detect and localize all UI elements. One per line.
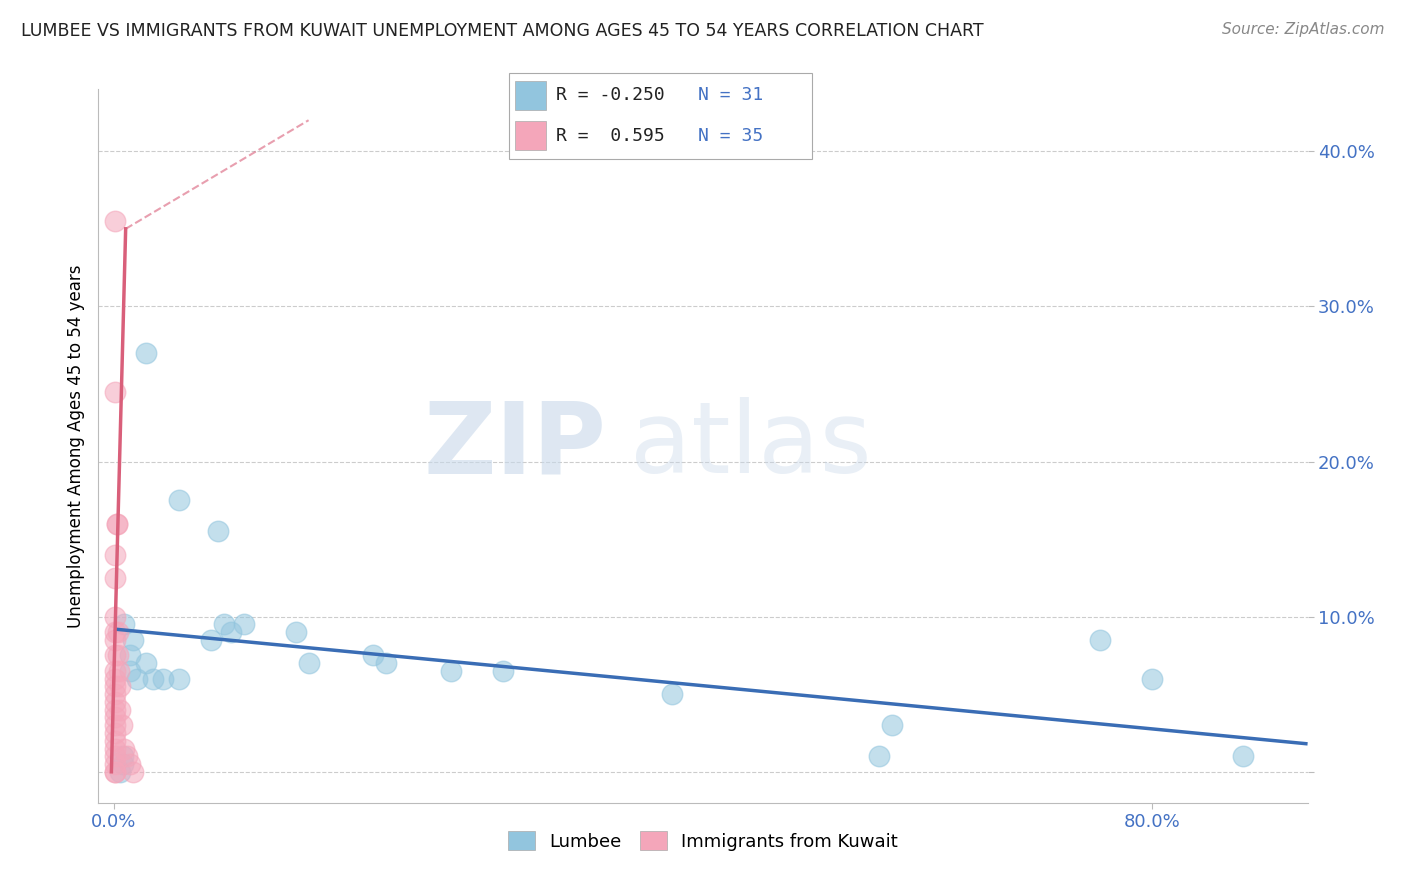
Point (1140, 672, 1163, 686)
Point (107, 625, 129, 640)
Text: atlas: atlas (630, 398, 872, 494)
Point (122, 764, 145, 779)
Point (112, 749, 135, 764)
Point (118, 757, 141, 772)
Point (118, 664, 141, 678)
Point (142, 672, 165, 686)
Point (104, 710, 127, 724)
Point (104, 672, 127, 686)
FancyBboxPatch shape (509, 73, 813, 159)
Point (104, 609, 127, 624)
Point (363, 648, 385, 663)
Point (107, 648, 129, 663)
Point (297, 656, 319, 670)
Point (111, 718, 134, 732)
Point (104, 648, 127, 663)
Text: LUMBEE VS IMMIGRANTS FROM KUWAIT UNEMPLOYMENT AMONG AGES 45 TO 54 YEARS CORRELAT: LUMBEE VS IMMIGRANTS FROM KUWAIT UNEMPLO… (21, 22, 984, 40)
Point (104, 764, 127, 779)
Point (135, 656, 157, 670)
Point (104, 687, 127, 701)
Point (104, 384, 127, 399)
Point (1088, 632, 1111, 647)
Point (214, 617, 236, 632)
Point (110, 680, 132, 694)
Point (219, 625, 242, 640)
Point (104, 749, 127, 764)
Y-axis label: Unemployment Among Ages 45 to 54 years: Unemployment Among Ages 45 to 54 years (66, 264, 84, 628)
Point (104, 695, 127, 709)
Point (112, 741, 135, 756)
Point (112, 617, 135, 632)
Text: R =  0.595: R = 0.595 (555, 127, 665, 145)
Point (104, 703, 127, 717)
FancyBboxPatch shape (516, 121, 547, 150)
Point (104, 680, 127, 694)
Point (105, 516, 128, 531)
FancyBboxPatch shape (516, 81, 547, 110)
Point (108, 664, 131, 678)
Point (104, 632, 127, 647)
Point (104, 764, 127, 779)
Point (440, 664, 463, 678)
Point (661, 687, 683, 701)
Point (104, 757, 127, 772)
Point (1232, 749, 1254, 764)
Point (284, 625, 307, 640)
Text: ZIP: ZIP (423, 398, 606, 494)
Point (104, 214, 127, 228)
Point (104, 733, 127, 747)
Point (167, 672, 190, 686)
Point (104, 726, 127, 740)
Point (104, 548, 127, 562)
Point (492, 664, 515, 678)
Point (200, 632, 222, 647)
Point (232, 617, 254, 632)
Point (104, 718, 127, 732)
Point (110, 703, 132, 717)
Point (104, 571, 127, 585)
Point (152, 672, 174, 686)
Point (207, 524, 229, 539)
Point (135, 346, 157, 360)
Point (110, 764, 132, 779)
Point (122, 632, 145, 647)
Point (105, 516, 128, 531)
Point (375, 656, 398, 670)
Point (104, 664, 127, 678)
Text: Source: ZipAtlas.com: Source: ZipAtlas.com (1222, 22, 1385, 37)
Point (127, 672, 149, 686)
Legend: Lumbee, Immigrants from Kuwait: Lumbee, Immigrants from Kuwait (501, 824, 905, 858)
Point (115, 749, 138, 764)
Point (882, 718, 904, 732)
Point (118, 648, 141, 663)
Point (104, 625, 127, 640)
Text: R = -0.250: R = -0.250 (555, 87, 665, 104)
Text: N = 35: N = 35 (697, 127, 763, 145)
Point (868, 749, 890, 764)
Text: N = 31: N = 31 (697, 87, 763, 104)
Point (104, 741, 127, 756)
Point (112, 757, 135, 772)
Point (167, 493, 190, 508)
